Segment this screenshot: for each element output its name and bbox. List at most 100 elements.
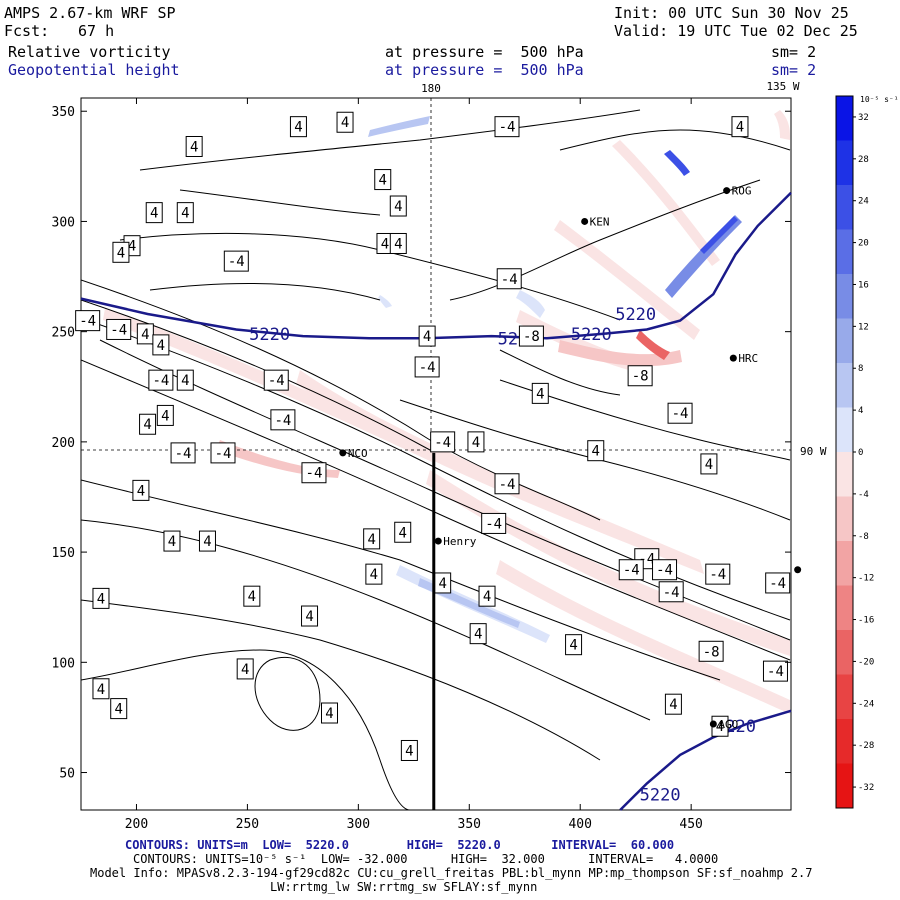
- vorticity-label-text: -4: [306, 466, 323, 482]
- vorticity-label-box: [627, 365, 653, 387]
- station-marker: [729, 354, 737, 362]
- vorticity-label: -4: [705, 563, 731, 585]
- vorticity-contour: [559, 129, 791, 151]
- height-contours: [80, 191, 792, 811]
- vorticity-label-text: -4: [499, 120, 516, 136]
- vorticity-contour: [81, 279, 601, 521]
- vorticity-label-text: 4: [248, 589, 256, 605]
- vorticity-label-text: 4: [305, 609, 313, 625]
- plot-frame: [80, 97, 792, 811]
- vorticity-label-text: -4: [769, 576, 786, 592]
- vorticity-label-text: -8: [523, 329, 540, 345]
- station-label: KEN: [590, 215, 610, 228]
- vorticity-label-box: [652, 559, 678, 581]
- vorticity-label-text: -4: [274, 413, 291, 429]
- vorticity-label-text: -4: [434, 435, 451, 451]
- vorticity-shading: [378, 295, 392, 308]
- vorticity-label-text: 4: [370, 567, 378, 583]
- colorbar-segment: [836, 541, 853, 586]
- vorticity-label-text: 4: [141, 327, 149, 343]
- vorticity-label-text: 4: [716, 719, 724, 735]
- colorbar-segment: [836, 763, 853, 809]
- vorticity-label-box: [243, 585, 261, 607]
- vorticity-label-text: -4: [501, 272, 518, 288]
- height-contour-5220: [80, 191, 792, 340]
- colorbar-tick-label: -4: [858, 490, 869, 500]
- colorbar-tick-label: 8: [858, 364, 863, 374]
- vorticity-label: 4: [587, 440, 605, 462]
- vorticity-label-text: -4: [623, 563, 640, 579]
- vorticity-label: 4: [700, 453, 718, 475]
- vorticity-label-box: [301, 462, 327, 484]
- vorticity-label-text: 4: [128, 239, 136, 255]
- vorticity-label: 4: [434, 572, 452, 594]
- vorticity-label: 4: [92, 678, 110, 700]
- vorticity-label-text: -4: [485, 516, 502, 532]
- y-tick-label: 300: [52, 215, 75, 230]
- vorticity-label-text: 4: [536, 386, 544, 402]
- station-marker: [709, 720, 717, 728]
- vorticity-label-box: [374, 169, 392, 191]
- vorticity-shading: [426, 470, 790, 656]
- vorticity-label: 4: [389, 195, 407, 217]
- vorticity-label-box: [112, 241, 130, 263]
- x-tick-label: 250: [236, 817, 259, 832]
- colorbar-tick-label: 16: [858, 280, 869, 290]
- lon-135w-label: 135 W: [766, 80, 799, 93]
- vorticity-label: -4: [762, 660, 788, 682]
- vorticity-shading: [516, 290, 545, 318]
- x-tick-label: 400: [568, 817, 591, 832]
- footer-physics-info: LW:rrtmg_lw SW:rrtmg_sw SFLAY:sf_mynn: [270, 880, 538, 894]
- axis-ticks: 200 250 300 350 400 450 50 100 150 200 250 300 350: [52, 98, 791, 832]
- x-tick-label: 450: [679, 817, 702, 832]
- vorticity-label: 4: [336, 111, 354, 133]
- vorticity-label-box: [363, 528, 381, 550]
- valid-time: Valid: 19 UTC Tue 02 Dec 25: [614, 22, 858, 40]
- field2-smoothing: sm= 2: [771, 61, 817, 79]
- vorticity-label-box: [731, 116, 749, 138]
- vorticity-label: 4: [400, 739, 418, 761]
- vorticity-label: 4: [301, 605, 319, 627]
- vorticity-label-text: -4: [419, 360, 436, 376]
- vorticity-label-text: 4: [394, 236, 402, 252]
- x-tick-label: 300: [347, 817, 370, 832]
- vorticity-label-box: [270, 409, 296, 431]
- colorbar-tick-label: 0: [858, 448, 863, 458]
- vorticity-label-text: -4: [499, 477, 516, 493]
- vorticity-label: 4: [469, 623, 487, 645]
- forecast-label: Fcst:: [4, 22, 50, 40]
- vorticity-label: -4: [481, 512, 507, 534]
- vorticity-label-text: 4: [161, 408, 169, 424]
- colorbar-tick-label: 24: [858, 197, 869, 207]
- vorticity-label-box: [289, 116, 307, 138]
- vorticity-label-text: 4: [294, 120, 302, 136]
- colorbar-tick-label: -12: [858, 574, 874, 584]
- vorticity-label-text: -4: [663, 585, 680, 601]
- vorticity-label-text: 4: [115, 702, 123, 718]
- vorticity-label-box: [565, 634, 583, 656]
- vorticity-label-box: [185, 135, 203, 157]
- vorticity-label: 4: [289, 116, 307, 138]
- vorticity-label-text: -4: [709, 567, 726, 583]
- station-label: NCO: [348, 447, 368, 460]
- colorbar-tick-label: 4: [858, 406, 863, 416]
- colorbar-segment: [836, 96, 853, 141]
- field1-name: Relative vorticity: [8, 43, 171, 61]
- colorbar-segment: [836, 452, 853, 497]
- vorticity-label: 4: [112, 241, 130, 263]
- colorbar-segment: [836, 496, 853, 542]
- vorticity-label: -4: [75, 310, 101, 332]
- vorticity-shading: [558, 340, 682, 367]
- vorticity-label: 4: [321, 702, 338, 724]
- y-tick-label: 50: [59, 767, 75, 782]
- vorticity-label-box: [106, 318, 132, 340]
- station-marker: [339, 449, 347, 457]
- vorticity-label-text: 4: [137, 483, 145, 499]
- colorbar-tick-label: -20: [858, 657, 874, 667]
- vorticity-label-box: [418, 325, 436, 347]
- vorticity-label: 4: [132, 479, 150, 501]
- vorticity-label-text: 4: [117, 245, 125, 261]
- vorticity-label-text: 4: [168, 534, 176, 550]
- vorticity-contour: [81, 359, 791, 661]
